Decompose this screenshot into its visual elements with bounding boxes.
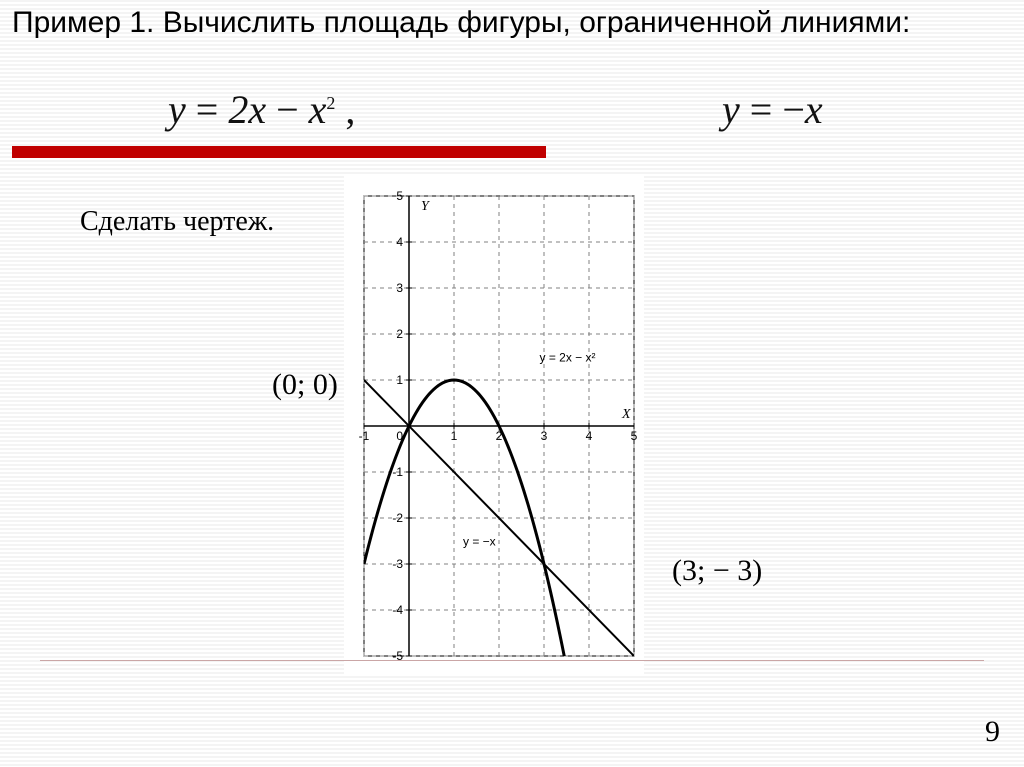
- svg-text:3: 3: [396, 281, 403, 295]
- svg-text:4: 4: [396, 235, 403, 249]
- svg-text:5: 5: [631, 429, 638, 443]
- graph-svg: -112345-5-4-3-2-1123450XYy = 2x − x²y = …: [344, 176, 644, 676]
- svg-text:y = −x: y = −x: [463, 535, 496, 549]
- equation-left: y = 2x − x2 ,: [168, 86, 355, 133]
- intersection-point-0: (0; 0): [272, 368, 338, 402]
- equation-row: y = 2x − x2 , y = −x: [0, 82, 1024, 136]
- svg-text:4: 4: [586, 429, 593, 443]
- slide-title: Пример 1. Вычислить площадь фигуры, огра…: [12, 4, 1012, 42]
- svg-text:y = 2x − x²: y = 2x − x²: [540, 351, 596, 365]
- intersection-point-3: (3; − 3): [672, 554, 762, 588]
- instruction-text: Сделать чертеж.: [80, 206, 274, 238]
- svg-text:-1: -1: [359, 429, 370, 443]
- svg-text:1: 1: [396, 373, 403, 387]
- graph-container: -112345-5-4-3-2-1123450XYy = 2x − x²y = …: [344, 176, 644, 676]
- footer-divider: [40, 660, 984, 661]
- equation-right: y = −x: [722, 86, 823, 133]
- svg-text:1: 1: [451, 429, 458, 443]
- page-number: 9: [985, 715, 1000, 749]
- title-underline-bar: [12, 146, 546, 158]
- svg-text:X: X: [621, 407, 631, 422]
- svg-text:5: 5: [396, 189, 403, 203]
- svg-text:-3: -3: [392, 557, 403, 571]
- svg-text:-2: -2: [392, 511, 403, 525]
- svg-text:-4: -4: [392, 603, 403, 617]
- svg-text:2: 2: [396, 327, 403, 341]
- svg-text:3: 3: [541, 429, 548, 443]
- svg-text:-1: -1: [392, 465, 403, 479]
